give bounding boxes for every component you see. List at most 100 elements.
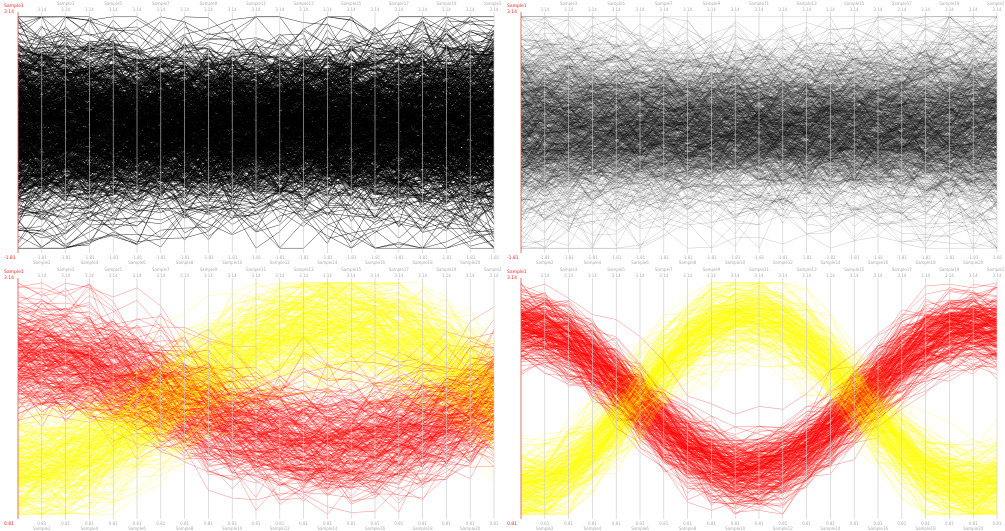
axis-min-label-11: -1.81 <box>251 255 262 260</box>
axis-name-top-7: Sample7 <box>152 1 170 6</box>
axis-max-label-5: 3.14 <box>109 7 118 12</box>
axis-max-label-2: 3.14 <box>37 273 46 278</box>
axis-min-label-19: -1.81 <box>944 255 955 260</box>
axis-name-top-11: Sample11 <box>749 1 770 6</box>
axis-max-label-13: 3.14 <box>299 273 308 278</box>
axis-max-label-21: 3.14 <box>490 273 499 278</box>
axis-name-top-5: Sample5 <box>607 1 625 6</box>
axis-max-label-14: 3.14 <box>826 7 835 12</box>
axis-max-label-11: 3.14 <box>252 273 261 278</box>
axis-name-top-3: Sample3 <box>560 1 578 6</box>
axis-max-label-21: 3.14 <box>993 7 1002 12</box>
axis-min-label-14: -1.81 <box>322 255 333 260</box>
axis-min-label-16: 0.81 <box>874 521 883 526</box>
axis-name-bottom-6: Sample6 <box>631 260 649 265</box>
axis-min-label-12: -1.81 <box>275 255 286 260</box>
axis-max-label-13: 3.14 <box>299 7 308 12</box>
axis-min-label-14: 0.81 <box>323 521 332 526</box>
axis-name-top-3: Sample3 <box>57 267 75 272</box>
axis-name-bottom-10: Sample10 <box>222 260 243 265</box>
axis-name-top-17: Sample17 <box>389 1 410 6</box>
axis-min-sample1: -1.81 <box>4 255 16 261</box>
axis-name-bottom-12: Sample12 <box>270 260 291 265</box>
axis-name-top-19: Sample19 <box>436 1 457 6</box>
axis-name-bottom-4: Sample4 <box>81 526 99 531</box>
axis-max-label-6: 3.14 <box>636 7 645 12</box>
axis-min-label-17: 0.81 <box>897 521 906 526</box>
axis-max-label-21: 3.14 <box>490 7 499 12</box>
axis-min-label-3: 0.81 <box>61 521 70 526</box>
axis-min-label-6: 0.81 <box>133 521 142 526</box>
axis-min-label-12: 0.81 <box>778 521 787 526</box>
axes <box>17 278 495 519</box>
parallel-coordinates-panel-top-left: Sample1 3.14 -1.81 3.14 -1.81 Sample2 3.14 -1.8… <box>0 0 502 265</box>
axis-name-top-19: Sample19 <box>939 1 960 6</box>
axis-name-bottom-20: Sample20 <box>460 526 481 531</box>
axis-name-bottom-14: Sample14 <box>820 526 841 531</box>
axis-name-top-15: Sample15 <box>844 267 865 272</box>
axis-max-label-10: 3.14 <box>228 273 237 278</box>
axis-min-label-3: -1.81 <box>60 255 71 260</box>
axis-name-bottom-2: Sample2 <box>33 526 51 531</box>
axis-name-bottom-2: Sample2 <box>536 260 554 265</box>
axis-labels: Sample13.14-1.813.14-1.81Sample23.14-1.8… <box>507 1 1005 265</box>
axis-max-label-11: 3.14 <box>252 7 261 12</box>
axes <box>17 12 495 253</box>
axis-name-bottom-2: Sample2 <box>536 526 554 531</box>
axis-min-label-5: 0.81 <box>612 521 621 526</box>
axis-min-label-5: -1.81 <box>611 255 622 260</box>
axis-name-bottom-20: Sample20 <box>460 260 481 265</box>
axis-name-top-7: Sample7 <box>655 267 673 272</box>
axis-name-bottom-14: Sample14 <box>820 260 841 265</box>
parallel-coordinates-panel-top-right: Sample1 3.14 -1.81 3.14 -1.81 Sample2 3.14 -1.8… <box>503 0 1005 265</box>
axis-max-label-5: 3.14 <box>109 273 118 278</box>
parallel-coordinates-chart-top-left: Sample13.14-1.813.14-1.81Sample23.14-1.8… <box>4 1 502 265</box>
axis-min-label-6: -1.81 <box>635 255 646 260</box>
axis-max-sample1: 3.14 <box>4 9 14 15</box>
axis-name-top-7: Sample7 <box>655 1 673 6</box>
axis-max-label-5: 3.14 <box>612 273 621 278</box>
axis-min-label-20: 0.81 <box>969 521 978 526</box>
axis-name-top-11: Sample11 <box>246 1 267 6</box>
axis-max-label-16: 3.14 <box>874 273 883 278</box>
axis-min-label-15: -1.81 <box>849 255 860 260</box>
axis-max-label-18: 3.14 <box>418 7 427 12</box>
axis-max-label-7: 3.14 <box>156 7 165 12</box>
axis-min-label-8: -1.81 <box>179 255 190 260</box>
axis-min-label-10: 0.81 <box>731 521 740 526</box>
axis-max-label-4: 3.14 <box>85 7 94 12</box>
axis-min-label-16: 0.81 <box>371 521 380 526</box>
axis-max-label-19: 3.14 <box>442 273 451 278</box>
axis-name-sample1: Sample1 <box>4 269 24 275</box>
axis-max-label-13: 3.14 <box>802 273 811 278</box>
axis-max-label-15: 3.14 <box>850 7 859 12</box>
axis-name-bottom-20: Sample20 <box>963 526 984 531</box>
axis-min-label-16: -1.81 <box>873 255 884 260</box>
axis-min-label-9: -1.81 <box>706 255 717 260</box>
axis-max-label-12: 3.14 <box>778 273 787 278</box>
axis-name-top-9: Sample9 <box>703 1 721 6</box>
axis-max-label-9: 3.14 <box>707 273 716 278</box>
axis-max-sample1: 3.14 <box>4 275 14 281</box>
axis-name-top-3: Sample3 <box>57 1 75 6</box>
axis-labels: Sample13.140.813.140.81Sample23.140.81Sa… <box>4 267 502 531</box>
axis-max-label-14: 3.14 <box>323 273 332 278</box>
axis-name-bottom-10: Sample10 <box>725 526 746 531</box>
axis-max-sample1: 3.14 <box>507 9 517 15</box>
axis-min-label-18: 0.81 <box>418 521 427 526</box>
axis-max-label-9: 3.14 <box>204 273 213 278</box>
axis-min-label-5: 0.81 <box>109 521 118 526</box>
axis-max-label-17: 3.14 <box>394 7 403 12</box>
parallel-coordinates-chart-bottom-left: Sample13.140.813.140.81Sample23.140.81Sa… <box>4 267 502 531</box>
axis-min-label-3: -1.81 <box>563 255 574 260</box>
axis-min-label-8: -1.81 <box>682 255 693 260</box>
axis-name-bottom-16: Sample16 <box>365 260 386 265</box>
axis-min-label-21: -1.81 <box>992 255 1003 260</box>
axis-min-label-17: -1.81 <box>394 255 405 260</box>
axis-name-bottom-4: Sample4 <box>81 260 99 265</box>
axes <box>520 278 998 519</box>
axis-name-top-17: Sample17 <box>892 1 913 6</box>
axis-max-sample1: 3.14 <box>507 275 517 281</box>
axis-min-label-11: 0.81 <box>252 521 261 526</box>
axis-name-top-21: Sample21 <box>987 1 1005 6</box>
